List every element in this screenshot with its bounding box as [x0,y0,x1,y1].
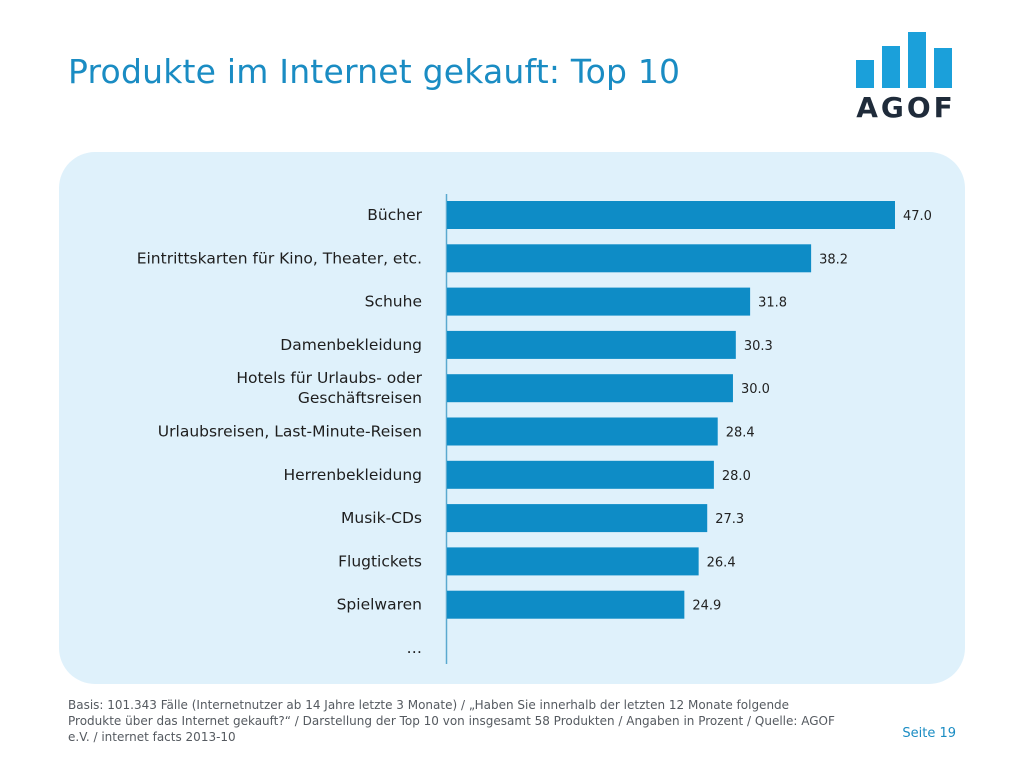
category-label: Flugtickets [338,552,422,570]
bar [447,504,708,533]
category-label: Hotels für Urlaubs- oder [236,369,422,387]
agof-logo: AGOF [852,24,960,124]
bar-chart: 47.0 Bücher 38.2 Eintrittskarten für Kino, … [137,194,932,664]
bar-value-label: 28.0 [722,469,751,484]
bar [447,460,714,489]
bar-value-label: 31.8 [758,296,787,311]
bar-value-label: 30.0 [741,382,770,397]
category-label: Herrenbekleidung [283,466,422,484]
bar-value-label: 38.2 [819,252,848,267]
category-label: Geschäftsreisen [298,389,422,407]
category-label: Urlaubsreisen, Last-Minute-Reisen [158,423,422,441]
category-label: Bücher [367,206,422,224]
bar-value-label: 28.4 [726,426,755,441]
chart-panel: 47.0 Bücher 38.2 Eintrittskarten für Kino, … [59,152,965,684]
logo-bar-3 [908,32,926,88]
logo-bar-4 [934,48,952,88]
category-label: Eintrittskarten für Kino, Theater, etc. [137,249,422,267]
category-label: Schuhe [365,293,422,311]
bar [447,244,812,273]
bar [447,374,733,403]
bar-value-label: 27.3 [715,512,744,527]
footnote: Basis: 101.343 Fälle (Internetnutzer ab … [68,698,835,744]
bar [447,417,718,446]
bar [447,547,699,576]
category-label: Musik-CDs [341,509,422,527]
logo-bar-1 [856,60,874,88]
page-title: Produkte im Internet gekauft: Top 10 [68,52,681,91]
bar-value-label: 26.4 [707,555,736,570]
logo-bar-2 [882,46,900,88]
bar-value-label: 47.0 [903,209,932,224]
bar [447,590,685,619]
category-label: Damenbekleidung [280,336,422,354]
ellipsis-label: … [407,639,423,657]
bar [447,330,736,359]
bar-value-label: 24.9 [692,599,721,614]
bar-value-label: 30.3 [744,339,773,354]
page-number: Seite 19 [902,726,956,741]
category-label: Spielwaren [337,596,422,614]
bar [447,287,751,316]
logo-wordmark: AGOF [856,91,956,124]
bar [447,201,895,229]
